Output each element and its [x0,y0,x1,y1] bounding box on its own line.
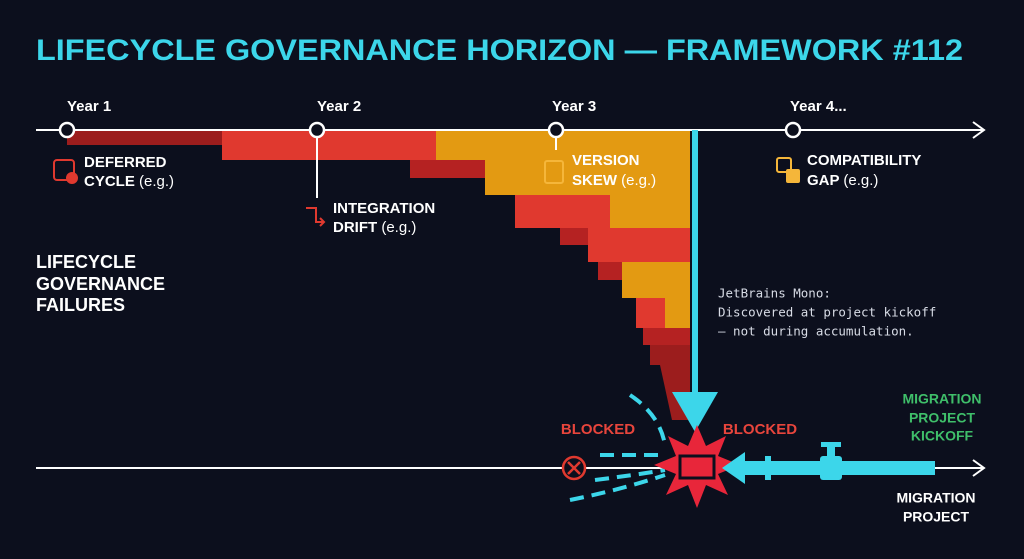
text-part: DEFERRED [84,154,167,171]
pipe-joint [765,456,771,480]
text-part: COMPATIBILITY [807,152,921,169]
pipe-arrowhead [722,452,745,484]
timeline-arrow [972,121,986,139]
blocked-icon [567,461,581,475]
kickoff-label: PROJECT [909,410,976,426]
side-label: LIFECYCLE [36,252,136,272]
text-part: (e.g.) [843,172,878,189]
year-label: Year 4... [790,98,847,115]
discovery-arrowhead [672,392,718,432]
failure-label: CYCLE (e.g.) [84,173,174,190]
translate-icon [786,169,800,183]
text-part: INTEGRATION [333,200,435,217]
text-part: VERSION [572,152,640,169]
failure-label: DRIFT (e.g.) [333,219,416,236]
text-part: (e.g.) [621,172,656,189]
valve [820,456,842,480]
valve [827,446,835,456]
blocked-label: BLOCKED [561,421,635,438]
valve [821,442,841,447]
blocked-label: BLOCKED [723,421,797,438]
text-part: CYCLE [84,173,135,190]
failure-label: VERSION [572,152,640,169]
clock-icon [66,172,78,184]
text-part: (e.g.) [139,173,174,190]
failure-label: DEFERRED [84,154,167,171]
migration-arrow [972,459,986,477]
annotation: — not during accumulation. [718,324,914,339]
broken-pipe [678,454,716,480]
file-icon [544,160,564,184]
year-label: Year 2 [317,98,361,115]
milestones [58,121,802,139]
kickoff-label: MIGRATION [902,391,981,407]
side-label: GOVERNANCE [36,274,165,294]
year-label: Year 3 [552,98,596,115]
kickoff-label: KICKOFF [911,428,974,444]
title: LIFECYCLE GOVERNANCE HORIZON — FRAMEWORK… [36,34,963,67]
failure-label: INTEGRATION [333,200,435,217]
annotation: Discovered at project kickoff [718,305,936,320]
text-part: SKEW [572,172,618,189]
migration-label: PROJECT [903,509,970,525]
failure-label: SKEW (e.g.) [572,172,656,189]
calendar-icon [53,159,75,181]
annotation: JetBrains Mono: [718,286,831,301]
migration-label: MIGRATION [896,490,975,506]
text-part: (e.g.) [381,219,416,236]
side-label: FAILURES [36,295,125,315]
debris [569,393,667,502]
year-label: Year 1 [67,98,111,115]
collision [654,425,740,508]
drift-icon [306,207,326,227]
failure-label: GAP (e.g.) [807,172,878,189]
text-part: DRIFT [333,219,377,236]
text-part: GAP [807,172,840,189]
translate-icon [776,157,792,173]
failure-label: COMPATIBILITY [807,152,921,169]
